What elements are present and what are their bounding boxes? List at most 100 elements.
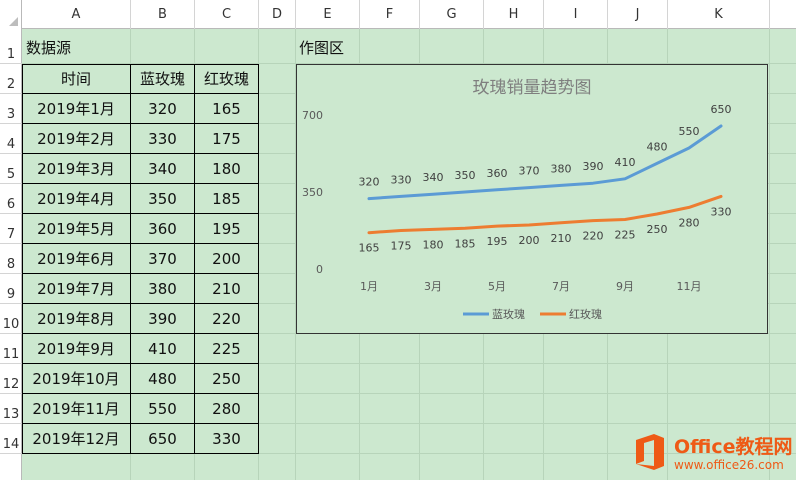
column-header-i[interactable]: I [544,0,608,29]
table-cell[interactable]: 280 [195,394,259,424]
table-cell[interactable]: 210 [195,274,259,304]
select-all-corner[interactable] [0,0,22,29]
table-cell[interactable]: 350 [131,184,195,214]
table-cell[interactable]: 165 [195,94,259,124]
legend-label-2: 红玫瑰 [569,307,602,321]
row-header-6[interactable]: 6 [0,184,22,214]
data-label: 280 [679,216,700,229]
column-header-a[interactable]: A [22,0,131,29]
line-chart[interactable]: 玫瑰销量趋势图 0 350 700 1月 3月 5月 7月 9月 11月 320 330 340 350 3… [296,64,768,334]
table-cell[interactable]: 320 [131,94,195,124]
chart-canvas: 玫瑰销量趋势图 0 350 700 1月 3月 5月 7月 9月 11月 320 330 340 350 3… [302,78,732,321]
table-cell[interactable]: 390 [131,304,195,334]
table-cell[interactable]: 2019年10月 [22,364,131,394]
row-header-9[interactable]: 9 [0,274,22,304]
table-cell[interactable]: 2019年7月 [22,274,131,304]
y-tick-label: 350 [302,186,323,199]
x-tick-label: 11月 [677,280,702,293]
table-cell[interactable]: 330 [195,424,259,454]
row-header-10[interactable]: 10 [0,304,22,334]
table-cell[interactable]: 220 [195,304,259,334]
chart-title: 玫瑰销量趋势图 [473,78,592,98]
x-tick-label: 3月 [424,280,442,293]
column-header-f[interactable]: F [360,0,420,29]
data-label: 330 [391,173,412,186]
column-header-b[interactable]: B [131,0,195,29]
data-label: 340 [423,171,444,184]
data-label: 175 [391,240,412,253]
table-cell[interactable]: 175 [195,124,259,154]
column-header-g[interactable]: G [420,0,484,29]
data-label: 165 [359,242,380,255]
watermark-url: www.office26.com [674,458,784,472]
row-header-2[interactable]: 2 [0,64,22,94]
y-tick-label: 700 [302,109,323,122]
x-tick-label: 9月 [616,280,634,293]
row-header-1[interactable]: 1 [0,29,22,64]
row-header-12[interactable]: 12 [0,364,22,394]
table-cell[interactable]: 225 [195,334,259,364]
table-cell[interactable]: 200 [195,244,259,274]
data-label: 350 [455,169,476,182]
table-cell[interactable]: 2019年6月 [22,244,131,274]
table-cell[interactable]: 330 [131,124,195,154]
column-header-d[interactable]: D [259,0,296,29]
data-label: 200 [519,234,540,247]
data-label: 410 [615,156,636,169]
row-header-4[interactable]: 4 [0,124,22,154]
table-cell[interactable]: 550 [131,394,195,424]
table-header-cell[interactable]: 红玫瑰 [195,64,259,94]
row-header-5[interactable]: 5 [0,154,22,184]
table-cell[interactable]: 2019年1月 [22,94,131,124]
table-header-cell[interactable]: 蓝玫瑰 [131,64,195,94]
table-cell[interactable]: 250 [195,364,259,394]
cell-a1-data-source-label[interactable]: 数据源 [26,39,72,57]
data-label: 380 [551,162,572,175]
data-label: 480 [647,140,668,153]
data-label: 370 [519,165,540,178]
cell-e1-chart-area-label[interactable]: 作图区 [299,39,345,57]
row-header-13[interactable]: 13 [0,394,22,424]
table-cell[interactable]: 360 [131,214,195,244]
table-cell[interactable]: 410 [131,334,195,364]
table-cell[interactable]: 180 [195,154,259,184]
column-header-k[interactable]: K [668,0,770,29]
column-header-c[interactable]: C [195,0,259,29]
data-label: 330 [711,205,732,218]
x-tick-label: 7月 [552,280,570,293]
data-label: 180 [423,238,444,251]
row-header-bar: 1 2 3 4 5 6 7 8 9 10 11 12 13 14 [0,29,22,480]
y-tick-label: 0 [316,263,323,276]
row-header-8[interactable]: 8 [0,244,22,274]
column-header-j[interactable]: J [608,0,668,29]
table-header-cell[interactable]: 时间 [22,64,131,94]
data-label: 210 [551,232,572,245]
table-cell[interactable]: 195 [195,214,259,244]
column-header-h[interactable]: H [484,0,544,29]
table-cell[interactable]: 2019年9月 [22,334,131,364]
row-header-14[interactable]: 14 [0,424,22,454]
table-cell[interactable]: 480 [131,364,195,394]
table-cell[interactable]: 340 [131,154,195,184]
table-cell[interactable]: 380 [131,274,195,304]
data-label: 390 [583,160,604,173]
table-cell[interactable]: 2019年4月 [22,184,131,214]
x-tick-label: 1月 [360,280,378,293]
table-cell[interactable]: 370 [131,244,195,274]
table-cell[interactable]: 2019年3月 [22,154,131,184]
row-header-3[interactable]: 3 [0,94,22,124]
column-header-bar: A B C D E F G H I J K [0,0,796,29]
table-cell[interactable]: 2019年5月 [22,214,131,244]
series-line-2 [367,194,723,235]
data-label: 320 [359,176,380,189]
table-cell[interactable]: 2019年11月 [22,394,131,424]
column-header-e[interactable]: E [296,0,360,29]
data-label: 250 [647,223,668,236]
table-cell[interactable]: 2019年8月 [22,304,131,334]
table-cell[interactable]: 185 [195,184,259,214]
table-cell[interactable]: 650 [131,424,195,454]
table-cell[interactable]: 2019年12月 [22,424,131,454]
row-header-7[interactable]: 7 [0,214,22,244]
row-header-11[interactable]: 11 [0,334,22,364]
table-cell[interactable]: 2019年2月 [22,124,131,154]
